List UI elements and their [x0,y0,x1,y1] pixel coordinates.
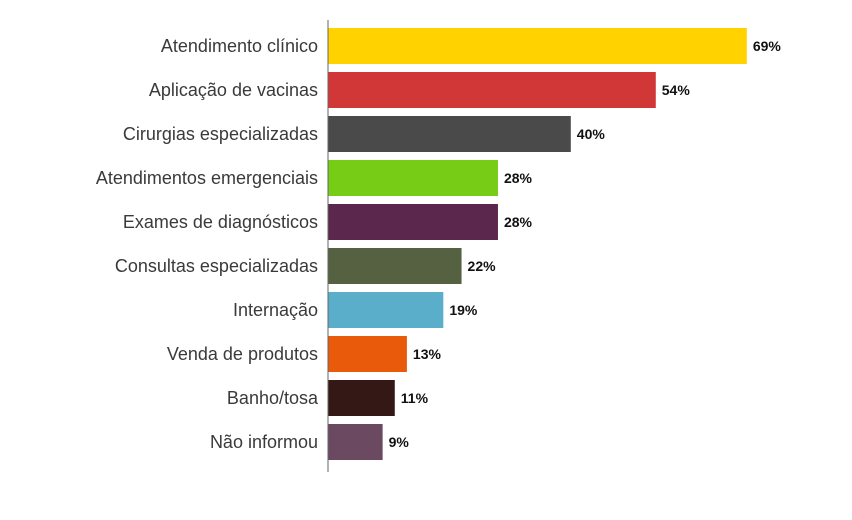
value-label-cirurgias-especializadas: 40% [577,126,606,142]
bar-nao-informou [328,424,383,460]
value-label-banho-tosa: 11% [401,390,429,406]
category-label-venda-de-produtos: Venda de produtos [167,344,318,364]
value-label-venda-de-produtos: 13% [413,346,442,362]
value-label-consultas-especializadas: 22% [468,258,497,274]
value-label-atendimentos-emergenciais: 28% [504,170,533,186]
bar-venda-de-produtos [328,336,407,372]
value-label-exames-de-diagnosticos: 28% [504,214,533,230]
value-label-nao-informou: 9% [389,434,410,450]
category-label-atendimento-clinico: Atendimento clínico [161,36,318,56]
category-label-internacao: Internação [233,300,318,320]
bar-atendimento-clinico [328,28,747,64]
category-label-consultas-especializadas: Consultas especializadas [115,256,318,276]
bar-cirurgias-especializadas [328,116,571,152]
value-label-atendimento-clinico: 69% [753,38,782,54]
bar-consultas-especializadas [328,248,462,284]
value-label-aplicacao-de-vacinas: 54% [662,82,691,98]
bar-atendimentos-emergenciais [328,160,498,196]
category-labels-group: Atendimento clínico Aplicação de vacinas C… [96,36,319,452]
category-label-atendimentos-emergenciais: Atendimentos emergenciais [96,168,318,188]
value-label-internacao: 19% [449,302,478,318]
category-label-aplicacao-de-vacinas: Aplicação de vacinas [149,80,318,100]
category-label-banho-tosa: Banho/tosa [227,388,319,408]
bars-group [328,28,747,460]
value-labels-group: 69% 54% 40% 28% 28% 22% 19% 13% 11% 9% [389,38,782,450]
category-label-cirurgias-especializadas: Cirurgias especializadas [123,124,318,144]
bar-internacao [328,292,444,328]
category-label-exames-de-diagnosticos: Exames de diagnósticos [123,212,318,232]
bar-aplicacao-de-vacinas [328,72,656,108]
bar-exames-de-diagnosticos [328,204,498,240]
category-label-nao-informou: Não informou [210,432,318,452]
bar-banho-tosa [328,380,395,416]
